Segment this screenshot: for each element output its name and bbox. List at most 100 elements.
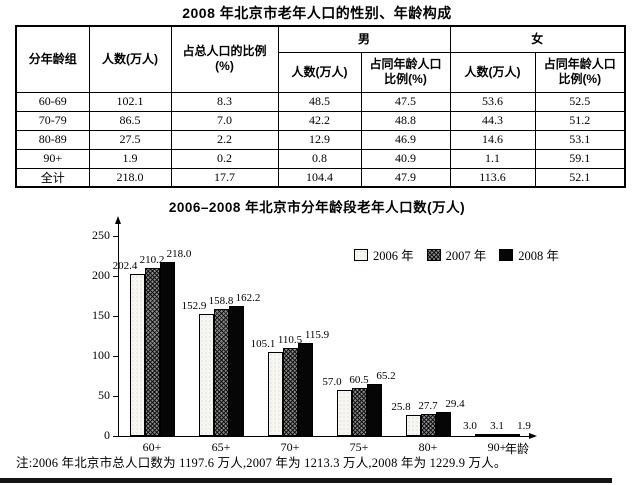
table-cell: 7.0	[170, 110, 279, 131]
bar-2006-70+	[267, 351, 283, 436]
y-tick-mark	[113, 436, 118, 437]
bottom-rule	[0, 478, 612, 483]
legend-item-2006: 2006 年	[354, 245, 414, 264]
legend-item-2008: 2008 年	[499, 245, 559, 264]
header-male: 男	[277, 25, 451, 53]
x-axis-arrow-icon	[529, 433, 537, 439]
table-cell: 40.9	[360, 148, 451, 169]
bar-value-label: 25.8	[391, 401, 411, 414]
table-cell: 51.2	[534, 110, 626, 131]
y-tick-label: 250	[92, 228, 110, 242]
table-cell: 52.5	[534, 91, 626, 112]
table-cell: 48.8	[360, 110, 451, 131]
header-pct-total-line1: 占总人口的比例	[182, 44, 267, 59]
table-cell: 53.6	[449, 91, 536, 112]
table-row: 60-69 102.1 8.3 48.5 47.5 53.6 52.5	[15, 91, 626, 112]
table-cell: 102.1	[88, 91, 172, 112]
table-cell: 1.1	[449, 148, 536, 169]
table-cell: 104.4	[277, 167, 362, 188]
bar-value-label: 3.0	[463, 419, 477, 432]
population-table: 分年龄组 人数(万人) 占总人口的比例 (%) 男 女 人数(万人) 占同年龄人…	[15, 25, 627, 188]
bar-2006-80+	[405, 415, 421, 436]
bar-2008-90+	[504, 434, 520, 437]
table-cell: 17.7	[170, 167, 279, 188]
table-cell: 47.5	[360, 91, 451, 112]
bar-value-label: 152.9	[181, 299, 207, 312]
header-pct-total: 占总人口的比例 (%)	[170, 25, 279, 93]
table-cell: 47.9	[360, 167, 451, 188]
legend-swatch-2008-icon	[499, 248, 514, 261]
y-axis-arrow-icon	[115, 216, 121, 224]
bar-value-label: 3.1	[490, 419, 504, 432]
header-pct-total-line2: (%)	[215, 59, 234, 74]
table-cell: 27.5	[88, 129, 172, 150]
bar-2008-60+	[159, 261, 175, 436]
bar-2007-90+	[489, 433, 505, 436]
table-cell: 52.1	[534, 167, 626, 188]
table-cell: 60-69	[15, 91, 90, 112]
table-cell: 218.0	[88, 167, 172, 188]
header-age-group: 分年龄组	[15, 25, 90, 93]
table-row: 70-79 86.5 7.0 42.2 48.8 44.3 51.2	[15, 110, 626, 131]
bar-2006-65+	[198, 313, 214, 436]
bar-2008-70+	[297, 343, 313, 436]
header-male-pct: 占同年龄人口 比例(%)	[360, 51, 451, 93]
table-cell: 48.5	[277, 91, 362, 112]
bar-value-label: 105.1	[250, 337, 276, 350]
y-tick-mark	[113, 356, 118, 357]
bar-2008-65+	[228, 306, 244, 436]
footnote: 注:2006 年北京市总人口数为 1197.6 万人,2007 年为 1213.…	[16, 456, 507, 470]
table-cell: 53.1	[534, 129, 626, 150]
table-cell: 0.2	[170, 148, 279, 169]
bar-value-label: 162.2	[235, 292, 261, 305]
table-cell: 2.2	[170, 129, 279, 150]
table-cell: 8.3	[170, 91, 279, 112]
y-tick-label: 200	[92, 268, 110, 282]
y-tick-label: 100	[92, 348, 110, 362]
table-cell: 全计	[15, 167, 90, 188]
bar-value-label: 158.8	[208, 294, 234, 307]
y-tick-mark	[113, 236, 118, 237]
bar-value-label: 29.4	[445, 398, 465, 411]
table-cell: 113.6	[449, 167, 536, 188]
table-cell: 14.6	[449, 129, 536, 150]
bar-2007-70+	[282, 347, 298, 436]
bar-2007-80+	[420, 413, 436, 436]
table-cell: 46.9	[360, 129, 451, 150]
bar-2007-75+	[351, 387, 367, 436]
x-category-label: 75+	[349, 440, 369, 454]
x-category-label: 80+	[418, 440, 438, 454]
y-axis	[118, 223, 119, 436]
y-tick-label: 150	[92, 308, 110, 322]
table-cell: 44.3	[449, 110, 536, 131]
bar-value-label: 115.9	[304, 329, 330, 342]
table-cell: 12.9	[277, 129, 362, 150]
x-category-label: 70+	[280, 440, 300, 454]
legend-swatch-2006-icon	[354, 248, 368, 261]
header-count: 人数(万人)	[88, 25, 172, 93]
header-female-pct: 占同年龄人口 比例(%)	[534, 51, 626, 93]
header-female-count: 人数(万人)	[449, 51, 536, 93]
bar-2006-60+	[129, 274, 145, 436]
header-female: 女	[449, 25, 626, 53]
x-category-label: 65+	[211, 440, 231, 454]
y-tick-label: 50	[98, 388, 110, 402]
bar-chart: 年龄 2006 年 2007 年 2008 年 0 50 100 150 200 250 6…	[0, 215, 634, 456]
y-tick-mark	[113, 396, 118, 397]
y-tick-mark	[113, 276, 118, 277]
header-male-count: 人数(万人)	[277, 51, 362, 93]
table-cell: 80-89	[15, 129, 90, 150]
bar-2008-75+	[366, 383, 382, 436]
table-cell: 42.2	[277, 110, 362, 131]
y-tick-mark	[113, 316, 118, 317]
bar-2008-80+	[435, 412, 451, 436]
x-axis-unit-label: 年龄	[505, 442, 530, 456]
table-row: 90+ 1.9 0.2 0.8 40.9 1.1 59.1	[15, 148, 626, 169]
bar-value-label: 1.9	[517, 420, 531, 433]
table-row: 80-89 27.5 2.2 12.9 46.9 14.6 53.1	[15, 129, 626, 150]
table-cell: 90+	[15, 148, 90, 169]
table-cell: 70-79	[15, 110, 90, 131]
legend-item-2007: 2007 年	[426, 245, 486, 264]
chart-title: 2006–2008 年北京市分年龄段老年人口数(万人)	[168, 200, 466, 215]
